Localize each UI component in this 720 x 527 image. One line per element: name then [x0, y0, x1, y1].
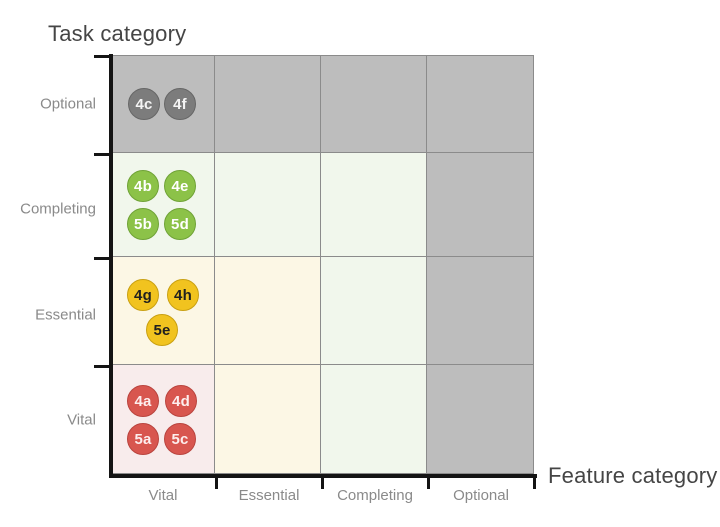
cell-essential-optional — [427, 257, 533, 364]
badge-4c: 4c — [128, 88, 160, 120]
x-tick-2 — [321, 475, 324, 489]
cell-optional-optional — [427, 56, 533, 152]
cell-completing-completing — [321, 153, 426, 256]
cell-vital-completing — [321, 365, 426, 473]
cell-completing-essential — [215, 153, 320, 256]
y-axis-label-completing: Completing — [20, 200, 96, 218]
y-axis-label-essential: Essential — [35, 306, 96, 324]
badge-4f: 4f — [164, 88, 196, 120]
y-axis-label-vital: Vital — [67, 411, 96, 429]
x-axis-label-completing: Completing — [337, 487, 413, 504]
x-tick-3 — [427, 475, 430, 489]
y-tick-completing — [94, 153, 112, 156]
cell-completing-optional — [427, 153, 533, 256]
y-axis-title: Task category — [48, 21, 187, 46]
badge-4a: 4a — [127, 385, 159, 417]
x-tick-4 — [533, 475, 536, 489]
badge-5c: 5c — [164, 423, 196, 455]
badge-4h: 4h — [167, 279, 199, 311]
cell-completing-vital — [111, 153, 214, 256]
y-tick-vital — [94, 365, 112, 368]
badge-4g: 4g — [127, 279, 159, 311]
x-axis-title: Feature category — [548, 463, 718, 488]
badge-5a: 5a — [127, 423, 159, 455]
badge-5e: 5e — [146, 314, 178, 346]
cell-optional-completing — [321, 56, 426, 152]
y-tick-optional — [94, 55, 112, 58]
cell-optional-essential — [215, 56, 320, 152]
y-axis-line — [109, 54, 113, 478]
x-axis-label-optional: Optional — [453, 487, 509, 504]
cell-vital-essential — [215, 365, 320, 473]
badge-4b: 4b — [127, 170, 159, 202]
cell-essential-vital — [111, 257, 214, 364]
badge-4e: 4e — [164, 170, 196, 202]
x-tick-1 — [215, 475, 218, 489]
cell-vital-vital — [111, 365, 214, 473]
x-axis-label-essential: Essential — [238, 487, 300, 504]
y-axis-label-optional: Optional — [40, 95, 96, 113]
cell-vital-optional — [427, 365, 533, 473]
badge-4d: 4d — [165, 385, 197, 417]
cell-optional-vital — [111, 56, 214, 152]
x-axis-label-vital: Vital — [148, 487, 178, 504]
y-tick-essential — [94, 257, 112, 260]
cell-essential-completing — [321, 257, 426, 364]
grid — [110, 55, 534, 474]
badge-5d: 5d — [164, 208, 196, 240]
cell-essential-essential — [215, 257, 320, 364]
badge-5b: 5b — [127, 208, 159, 240]
